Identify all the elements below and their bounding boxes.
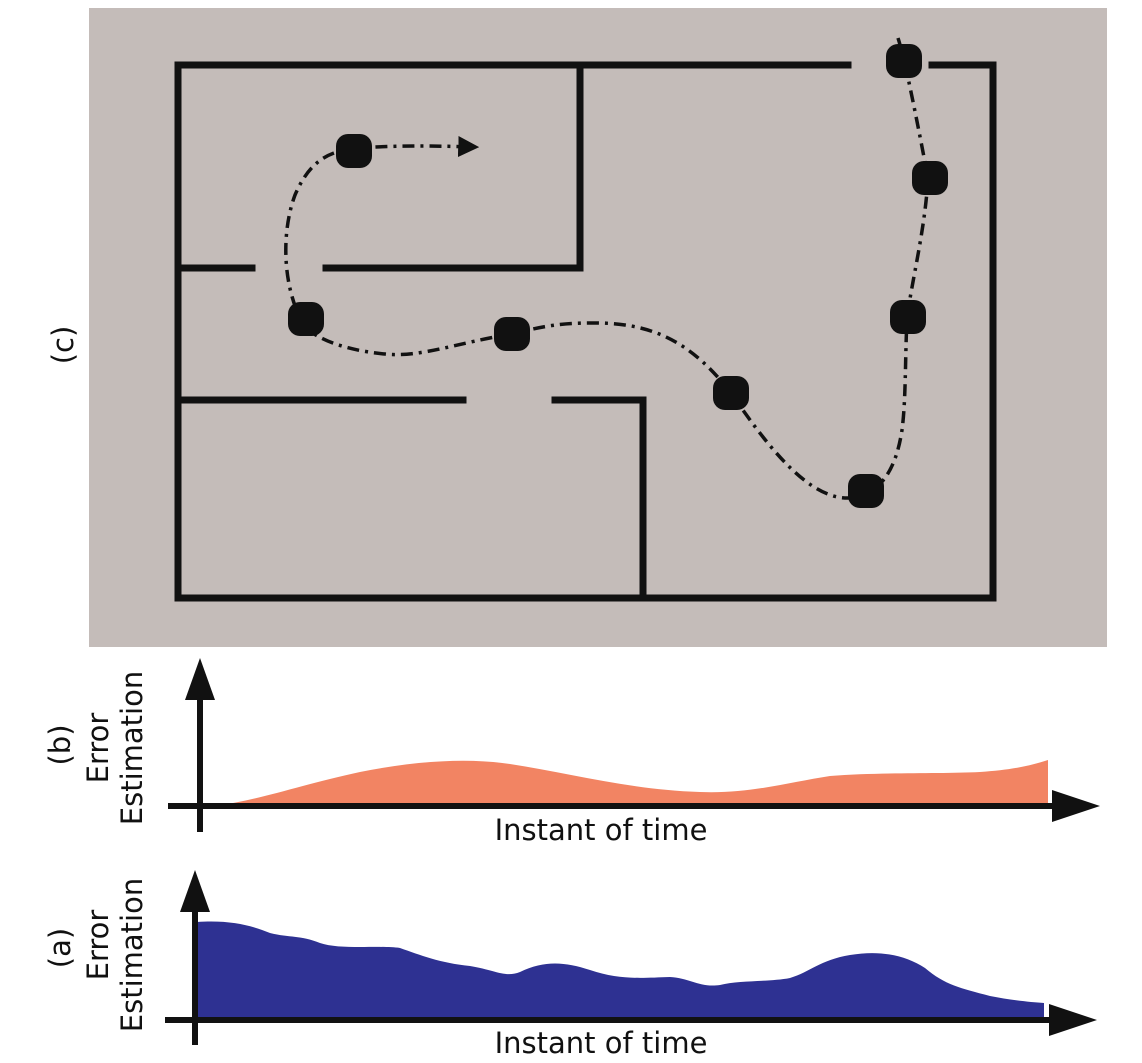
panel-label: (a) <box>43 928 77 968</box>
y-axis-label: Error <box>81 713 115 784</box>
y-axis-label: Estimation <box>115 671 149 825</box>
x-axis-label: Instant of time <box>495 1026 708 1060</box>
y-arrow <box>185 658 215 700</box>
error-area <box>197 921 1044 1020</box>
error-panel-b: (b) Error Estimation Instant of time <box>43 658 1100 847</box>
robot <box>890 300 926 334</box>
robot <box>886 44 922 78</box>
map-panel: (c) <box>46 8 1107 647</box>
robot <box>713 376 749 410</box>
robot <box>494 317 530 351</box>
y-axis-label: Estimation <box>115 878 149 1032</box>
error-area <box>215 760 1048 806</box>
x-arrow <box>1049 1004 1097 1036</box>
panel-label: (c) <box>46 326 80 365</box>
robot <box>912 161 948 195</box>
x-arrow <box>1052 790 1100 822</box>
robot <box>288 302 324 336</box>
walls <box>174 61 997 602</box>
error-panel-a: (a) Error Estimation Instant of time <box>43 870 1097 1060</box>
robots <box>288 44 948 508</box>
y-arrow <box>180 870 210 912</box>
map-background <box>89 8 1107 647</box>
robot <box>848 474 884 508</box>
y-axis-label: Error <box>81 910 115 981</box>
panel-label: (b) <box>43 724 77 765</box>
robot <box>336 134 372 168</box>
x-axis-label: Instant of time <box>495 813 708 847</box>
